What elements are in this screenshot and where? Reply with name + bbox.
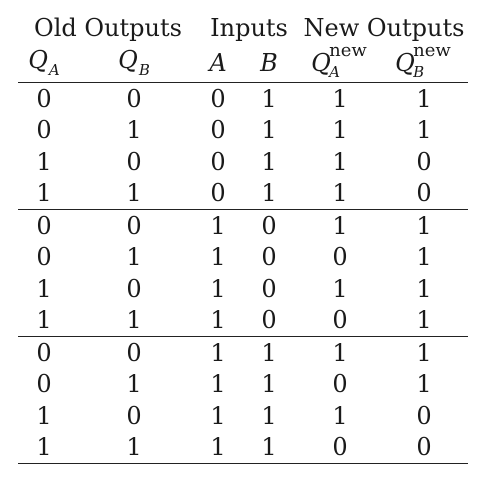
- cell-qa-new: 0: [332, 370, 348, 399]
- cell-b: 1: [261, 338, 277, 367]
- cell-qa-new: 1: [332, 84, 348, 113]
- cell-b: 0: [261, 306, 277, 335]
- table-row: 1 1 1 1 0 0: [18, 432, 468, 464]
- cell-qa-new: 1: [332, 147, 348, 176]
- cell-qb: 1: [126, 433, 142, 462]
- cell-a: 1: [210, 370, 226, 399]
- cell-qb: 1: [126, 370, 142, 399]
- cell-qb: 0: [126, 274, 142, 303]
- column-header-a: A: [209, 49, 227, 77]
- cell-qa: 1: [36, 274, 52, 303]
- cell-qa: 0: [36, 338, 52, 367]
- column-header-b: B: [260, 49, 278, 77]
- cell-qa-new: 0: [332, 306, 348, 335]
- cell-qa-new: 1: [332, 211, 348, 240]
- cell-qa: 0: [36, 370, 52, 399]
- cell-qa-new: 1: [332, 274, 348, 303]
- cell-b: 0: [261, 274, 277, 303]
- group-header-inputs: Inputs: [210, 14, 288, 42]
- cell-qa: 0: [36, 243, 52, 272]
- cell-qb-new: 1: [416, 370, 432, 399]
- cell-qb-new: 1: [416, 338, 432, 367]
- cell-qb-new: 1: [416, 211, 432, 240]
- table-row: 0 1 0 1 1 1: [18, 115, 468, 147]
- cell-qb-new: 1: [416, 243, 432, 272]
- cell-b: 1: [261, 147, 277, 176]
- cell-qa: 0: [36, 84, 52, 113]
- cell-qa-new: 1: [332, 116, 348, 145]
- cell-qb-new: 0: [416, 147, 432, 176]
- cell-qb: 1: [126, 306, 142, 335]
- cell-qa-new: 1: [332, 401, 348, 430]
- cell-qb-new: 1: [416, 84, 432, 113]
- cell-a: 1: [210, 243, 226, 272]
- table-row: 1 0 1 1 1 0: [18, 400, 468, 432]
- cell-qb-new: 0: [416, 433, 432, 462]
- cell-qb-new: 1: [416, 306, 432, 335]
- cell-a: 1: [210, 338, 226, 367]
- cell-b: 0: [261, 211, 277, 240]
- cell-b: 0: [261, 243, 277, 272]
- cell-qa-new: 1: [332, 338, 348, 367]
- cell-a: 0: [210, 84, 226, 113]
- cell-qb-new: 1: [416, 116, 432, 145]
- cell-a: 0: [210, 179, 226, 208]
- cell-a: 1: [210, 401, 226, 430]
- table-row: 1 0 0 1 1 0: [18, 146, 468, 178]
- cell-qa-new: 0: [332, 243, 348, 272]
- cell-a: 1: [210, 274, 226, 303]
- cell-b: 1: [261, 433, 277, 462]
- cell-qb: 0: [126, 211, 142, 240]
- cell-qb-new: 1: [416, 274, 432, 303]
- cell-qa: 1: [36, 179, 52, 208]
- cell-qb: 1: [126, 116, 142, 145]
- cell-qb: 0: [126, 84, 142, 113]
- table-row: 1 1 0 1 1 0: [18, 178, 468, 210]
- cell-b: 1: [261, 370, 277, 399]
- cell-a: 1: [210, 433, 226, 462]
- group-header-row: Old Outputs Inputs New Outputs: [18, 12, 468, 44]
- column-header-qb: QB: [118, 46, 150, 79]
- table-row: 1 0 1 0 1 1: [18, 273, 468, 305]
- cell-a: 0: [210, 116, 226, 145]
- cell-qb: 0: [126, 401, 142, 430]
- cell-qb-new: 0: [416, 179, 432, 208]
- column-header-qa: QA: [28, 46, 60, 79]
- cell-b: 1: [261, 116, 277, 145]
- group-header-old-outputs: Old Outputs: [34, 14, 182, 42]
- cell-qa-new: 0: [332, 433, 348, 462]
- cell-b: 1: [261, 179, 277, 208]
- cell-qa: 0: [36, 116, 52, 145]
- group-header-new-outputs: New Outputs: [303, 14, 465, 42]
- cell-qb: 1: [126, 179, 142, 208]
- cell-a: 1: [210, 211, 226, 240]
- table-row: 0 0 0 1 1 1: [18, 83, 468, 115]
- cell-b: 1: [261, 84, 277, 113]
- cell-qa: 0: [36, 211, 52, 240]
- cell-qa-new: 1: [332, 179, 348, 208]
- cell-qa: 1: [36, 433, 52, 462]
- cell-qb-new: 0: [416, 401, 432, 430]
- cell-a: 1: [210, 306, 226, 335]
- table-row: 1 1 1 0 0 1: [18, 305, 468, 337]
- table-row: 0 1 1 1 0 1: [18, 369, 468, 401]
- table-row: 0 0 1 0 1 1: [18, 210, 468, 242]
- cell-qb: 0: [126, 338, 142, 367]
- cell-qb: 0: [126, 147, 142, 176]
- cell-qa: 1: [36, 401, 52, 430]
- cell-qa: 1: [36, 147, 52, 176]
- table-row: 0 1 1 0 0 1: [18, 242, 468, 274]
- truth-table: Old Outputs Inputs New Outputs QA QB A B…: [18, 12, 468, 464]
- cell-qa: 1: [36, 306, 52, 335]
- cell-b: 1: [261, 401, 277, 430]
- cell-a: 0: [210, 147, 226, 176]
- cell-qb: 1: [126, 243, 142, 272]
- table-row: 0 0 1 1 1 1: [18, 337, 468, 369]
